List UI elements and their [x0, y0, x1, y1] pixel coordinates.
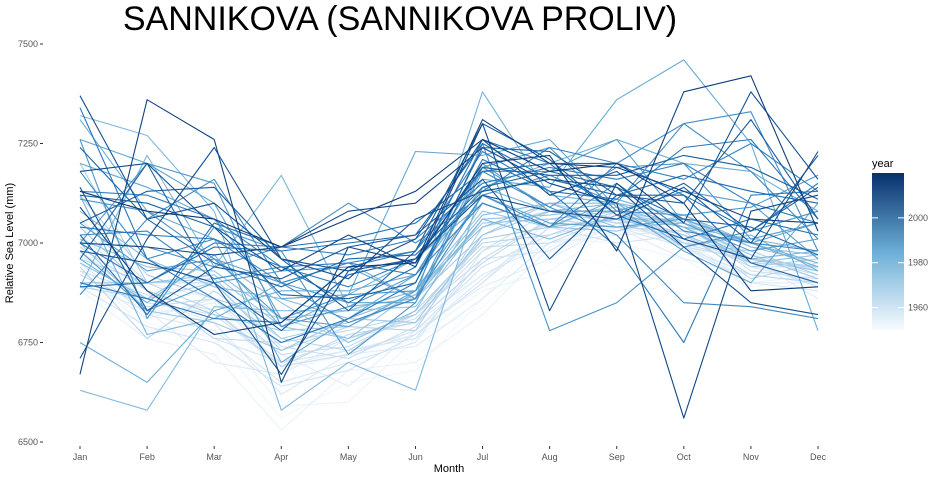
series-line-2012 [79, 95, 819, 316]
legend-ticks: 1960 1980 2000 [872, 213, 928, 313]
series-line-1978 [79, 202, 819, 344]
legend-title: year [872, 158, 894, 170]
x-tick-label: Nov [743, 452, 760, 462]
series-line-1997 [79, 182, 819, 280]
series-line-2008 [79, 123, 819, 312]
x-tick-label: Jan [73, 452, 88, 462]
series-line-1967 [79, 210, 819, 355]
series-line-1961 [79, 222, 819, 383]
x-tick-label: Apr [274, 452, 288, 462]
x-tick-label: Dec [810, 452, 827, 462]
series-line-2009 [79, 119, 819, 312]
y-tick-label: 7250 [18, 139, 38, 149]
series-line-1981 [79, 115, 819, 411]
chart-title: SANNIKOVA (SANNIKOVA PROLIV) [123, 0, 677, 38]
y-tick-label: 6750 [18, 338, 38, 348]
x-tick-label: Oct [677, 452, 692, 462]
series-line-2016 [79, 75, 819, 336]
series-layer [79, 59, 819, 431]
series-line-1990 [79, 162, 819, 312]
series-line-1966 [79, 218, 819, 359]
series-line-1999 [79, 162, 819, 284]
series-line-2011 [79, 91, 819, 359]
y-axis-title: Relative Sea Level (mm) [4, 183, 16, 303]
legend-tick-label: 1960 [908, 303, 928, 313]
x-tick-label: May [340, 452, 358, 462]
series-line-1963 [79, 226, 818, 387]
series-line-1995 [79, 123, 819, 324]
legend-tick-label: 1980 [908, 258, 928, 268]
x-tick-label: Aug [542, 452, 558, 462]
y-tick-label: 7500 [18, 39, 38, 49]
series-line-2003 [79, 162, 819, 316]
series-line-1982 [79, 154, 819, 308]
x-tick-label: Jun [408, 452, 423, 462]
x-axis: Jan Feb Mar Apr May Jun Jul Aug Sep Oct Nov Dec [73, 446, 827, 462]
series-line-1979 [79, 202, 819, 320]
series-line-2005 [79, 147, 819, 288]
x-tick-label: Mar [206, 452, 222, 462]
series-line-1989 [79, 138, 819, 304]
x-tick-label: Feb [139, 452, 155, 462]
series-line-1958 [79, 226, 819, 367]
series-line-1965 [79, 210, 819, 363]
legend-tick-label: 2000 [908, 213, 928, 223]
series-line-2006 [79, 146, 819, 300]
color-legend: year 1960 1980 2000 [872, 158, 928, 330]
series-line-1998 [79, 142, 819, 288]
series-line-1964 [79, 218, 819, 367]
legend-colorbar [872, 173, 904, 330]
y-tick-label: 6500 [18, 437, 38, 447]
series-line-2017 [79, 138, 819, 292]
x-tick-label: Jul [477, 452, 489, 462]
series-line-1975 [79, 210, 819, 352]
series-line-2010 [79, 155, 819, 375]
series-line-1988 [79, 138, 819, 328]
series-line-2015 [79, 99, 819, 383]
series-line-2000 [79, 150, 819, 344]
series-line-1993 [79, 142, 819, 332]
y-axis: 6500 6750 7000 7250 7500 [18, 39, 43, 447]
x-axis-title: Month [434, 463, 465, 475]
series-line-2014 [79, 146, 819, 419]
series-line-1950 [79, 246, 819, 387]
series-line-1968 [79, 214, 819, 344]
y-tick-label: 7000 [18, 238, 38, 248]
x-tick-label: Sep [609, 452, 625, 462]
series-line-2013 [79, 123, 819, 312]
